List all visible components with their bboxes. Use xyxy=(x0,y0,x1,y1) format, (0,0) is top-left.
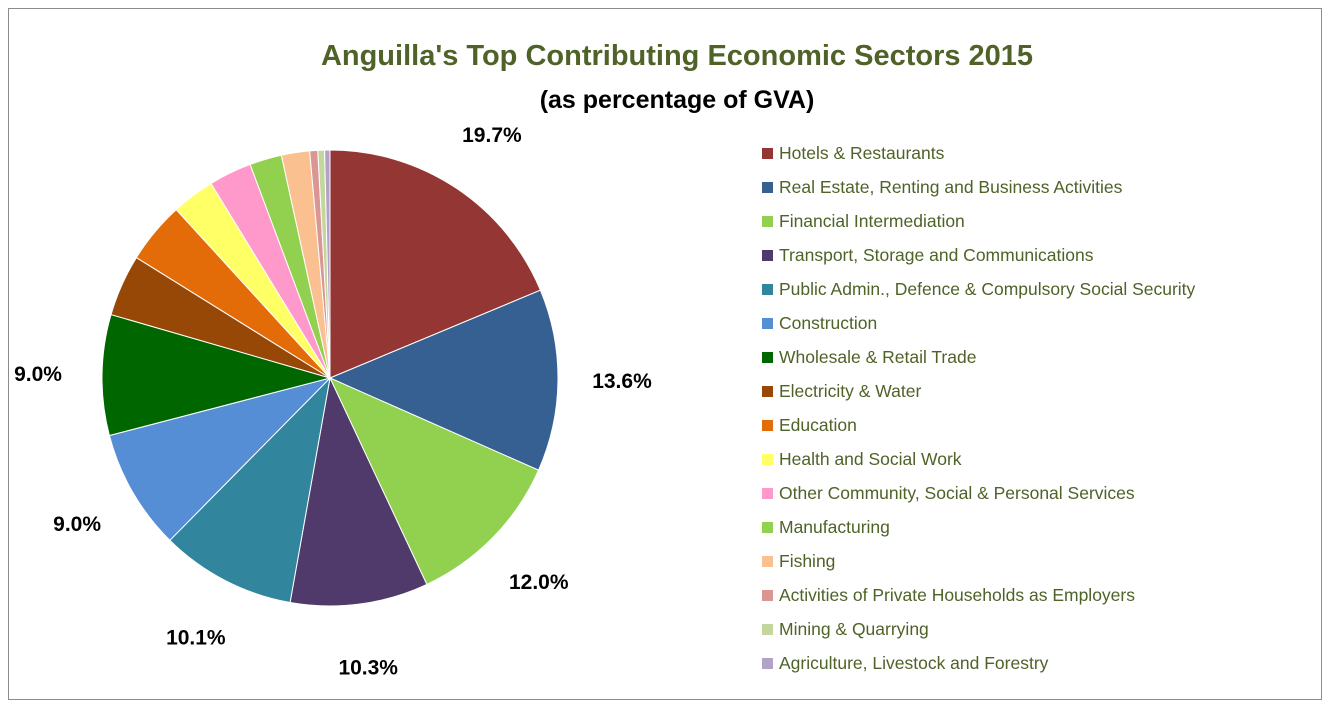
pie-slice-1 xyxy=(328,289,559,471)
legend-swatch-8 xyxy=(762,419,773,431)
legend-label-2: Financial Intermediation xyxy=(779,210,965,231)
legend-swatch-7 xyxy=(762,385,773,397)
legend-label-9: Health and Social Work xyxy=(779,448,962,469)
legend-item-1: Real Estate, Renting and Business Activi… xyxy=(762,170,1195,204)
pie-slice-15 xyxy=(324,149,331,379)
legend-swatch-0 xyxy=(762,147,773,159)
legend-label-13: Activities of Private Households as Empl… xyxy=(779,584,1135,605)
legend-label-11: Manufacturing xyxy=(779,516,890,537)
legend: Hotels & Restaurants Real Estate, Renting… xyxy=(762,136,1195,680)
data-label-5: 9.0% xyxy=(53,513,101,536)
data-label-4: 10.1% xyxy=(166,626,226,649)
legend-item-7: Electricity & Water xyxy=(762,374,1195,408)
legend-swatch-11 xyxy=(762,521,773,533)
legend-label-6: Wholesale & Retail Trade xyxy=(779,346,977,367)
legend-swatch-10 xyxy=(762,487,773,499)
legend-swatch-9 xyxy=(762,453,773,465)
legend-swatch-3 xyxy=(762,249,773,261)
legend-item-8: Education xyxy=(762,408,1195,442)
legend-label-1: Real Estate, Renting and Business Activi… xyxy=(779,176,1123,197)
pie-slice-2 xyxy=(328,377,540,586)
pie-slice-3 xyxy=(289,376,428,607)
legend-swatch-12 xyxy=(762,555,773,567)
legend-swatch-13 xyxy=(762,589,773,601)
data-label-6: 9.0% xyxy=(14,363,62,386)
legend-swatch-2 xyxy=(762,215,773,227)
chart-subtitle: (as percentage of GVA) xyxy=(539,86,815,114)
legend-item-6: Wholesale & Retail Trade xyxy=(762,340,1195,374)
legend-item-11: Manufacturing xyxy=(762,510,1195,544)
legend-item-14: Mining & Quarrying xyxy=(762,612,1195,646)
data-label-0: 19.7% xyxy=(462,124,522,147)
legend-label-15: Agriculture, Livestock and Forestry xyxy=(779,652,1049,673)
chart-title: Anguilla's Top Contributing Economic Sec… xyxy=(320,40,1034,72)
legend-item-10: Other Community, Social & Personal Servi… xyxy=(762,476,1195,510)
legend-item-15: Agriculture, Livestock and Forestry xyxy=(762,646,1195,680)
legend-item-0: Hotels & Restaurants xyxy=(762,136,1195,170)
legend-item-4: Public Admin., Defence & Compulsory Soci… xyxy=(762,272,1195,306)
data-label-3: 10.3% xyxy=(338,656,398,679)
legend-item-2: Financial Intermediation xyxy=(762,204,1195,238)
legend-label-8: Education xyxy=(779,414,857,435)
legend-swatch-15 xyxy=(762,657,773,669)
legend-swatch-5 xyxy=(762,317,773,329)
legend-swatch-1 xyxy=(762,181,773,193)
legend-label-3: Transport, Storage and Communications xyxy=(779,244,1094,265)
legend-swatch-14 xyxy=(762,623,773,635)
pie-slice-0 xyxy=(329,149,542,379)
legend-item-5: Construction xyxy=(762,306,1195,340)
legend-label-14: Mining & Quarrying xyxy=(779,618,929,639)
pie-slice-5 xyxy=(108,377,332,542)
legend-item-13: Activities of Private Households as Empl… xyxy=(762,578,1195,612)
legend-item-3: Transport, Storage and Communications xyxy=(762,238,1195,272)
legend-swatch-4 xyxy=(762,283,773,295)
legend-label-7: Electricity & Water xyxy=(779,380,922,401)
legend-label-0: Hotels & Restaurants xyxy=(779,142,945,163)
legend-swatch-6 xyxy=(762,351,773,363)
legend-label-4: Public Admin., Defence & Compulsory Soci… xyxy=(779,278,1196,299)
pie-slice-6 xyxy=(101,313,332,437)
pie-slice-4 xyxy=(169,376,331,604)
data-label-2: 12.0% xyxy=(509,571,569,594)
legend-label-10: Other Community, Social & Personal Servi… xyxy=(779,482,1135,503)
legend-label-12: Fishing xyxy=(779,550,836,571)
legend-label-5: Construction xyxy=(779,312,878,333)
data-label-1: 13.6% xyxy=(592,370,652,393)
legend-item-9: Health and Social Work xyxy=(762,442,1195,476)
legend-item-12: Fishing xyxy=(762,544,1195,578)
